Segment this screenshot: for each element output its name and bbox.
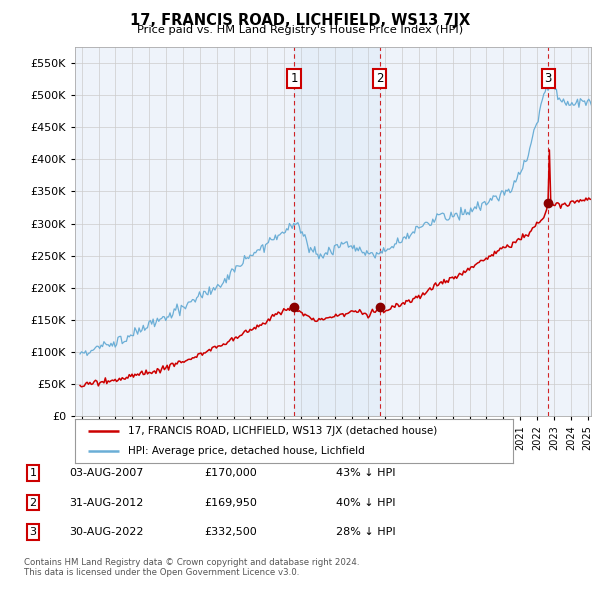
Text: £332,500: £332,500 — [204, 527, 257, 537]
Text: 30-AUG-2022: 30-AUG-2022 — [69, 527, 143, 537]
Text: Price paid vs. HM Land Registry's House Price Index (HPI): Price paid vs. HM Land Registry's House … — [137, 25, 463, 35]
Text: 2: 2 — [29, 498, 37, 507]
Text: £169,950: £169,950 — [204, 498, 257, 507]
Text: £170,000: £170,000 — [204, 468, 257, 478]
Text: 31-AUG-2012: 31-AUG-2012 — [69, 498, 143, 507]
Text: 43% ↓ HPI: 43% ↓ HPI — [336, 468, 395, 478]
Text: 03-AUG-2007: 03-AUG-2007 — [69, 468, 143, 478]
Text: 17, FRANCIS ROAD, LICHFIELD, WS13 7JX: 17, FRANCIS ROAD, LICHFIELD, WS13 7JX — [130, 13, 470, 28]
Text: HPI: Average price, detached house, Lichfield: HPI: Average price, detached house, Lich… — [128, 446, 364, 456]
Text: 3: 3 — [544, 72, 552, 85]
Text: 40% ↓ HPI: 40% ↓ HPI — [336, 498, 395, 507]
Text: 1: 1 — [29, 468, 37, 478]
Text: Contains HM Land Registry data © Crown copyright and database right 2024.
This d: Contains HM Land Registry data © Crown c… — [24, 558, 359, 577]
Bar — [294, 47, 380, 416]
Text: 3: 3 — [29, 527, 37, 537]
Text: 1: 1 — [290, 72, 298, 85]
Text: 28% ↓ HPI: 28% ↓ HPI — [336, 527, 395, 537]
Text: 17, FRANCIS ROAD, LICHFIELD, WS13 7JX (detached house): 17, FRANCIS ROAD, LICHFIELD, WS13 7JX (d… — [128, 426, 437, 436]
Text: 2: 2 — [376, 72, 383, 85]
